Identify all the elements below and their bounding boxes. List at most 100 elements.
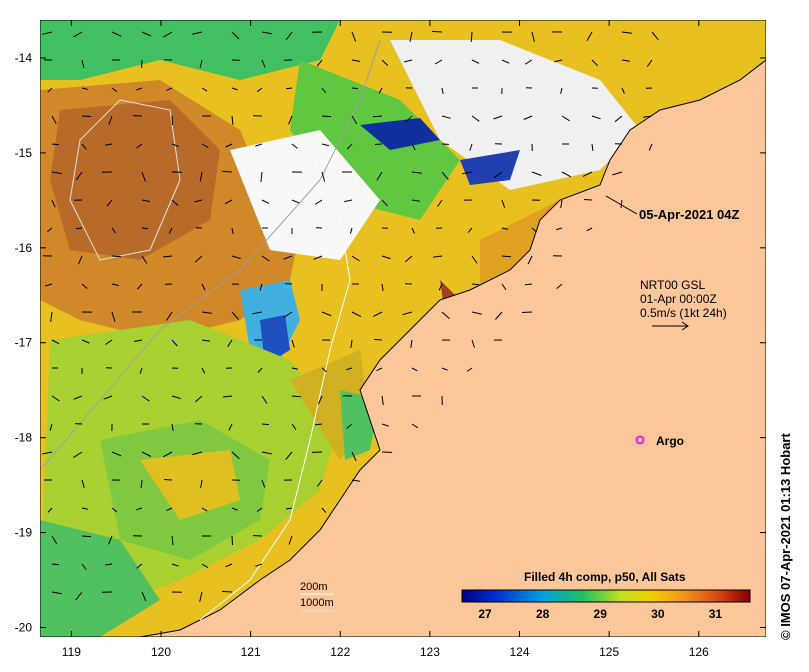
current-arrow [261, 199, 270, 205]
current-arrow [531, 227, 537, 233]
current-arrow [194, 255, 203, 263]
current-arrow [261, 479, 266, 488]
current-arrow [47, 227, 53, 233]
current-arrow [411, 227, 415, 234]
current-arrow [471, 255, 478, 264]
credit-label: © IMOS 07-Apr-2021 01:13 Hobart [778, 433, 793, 640]
current-arrow [556, 283, 563, 289]
lon-tick-label: 123 [420, 645, 440, 659]
lon-tick-label: 122 [330, 645, 350, 659]
current-arrow [141, 31, 152, 37]
current-arrow [51, 143, 59, 146]
current-arrow [81, 339, 90, 344]
sst-map [40, 20, 766, 637]
current-arrow [376, 171, 383, 181]
current-arrow [441, 87, 444, 94]
current-arrow [501, 227, 508, 230]
current-arrow [586, 227, 593, 232]
current-arrow [554, 59, 563, 63]
lon-tick-label: 125 [599, 645, 619, 659]
current-arrow [51, 199, 56, 208]
current-arrow [136, 507, 143, 511]
current-arrow [228, 423, 233, 431]
current-arrow [77, 255, 83, 265]
current-arrow [648, 143, 653, 151]
current-arrow [411, 367, 418, 372]
current-arrow [351, 255, 360, 262]
current-arrow [381, 423, 389, 427]
current-arrow [201, 339, 210, 342]
current-arrow [462, 171, 473, 175]
current-arrow [344, 199, 353, 203]
current-arrow [199, 59, 203, 68]
current-arrow [373, 339, 383, 341]
current-arrow [111, 31, 122, 37]
current-arrow [321, 115, 332, 118]
current-arrow [291, 143, 298, 149]
current-arrow [351, 311, 362, 318]
current-arrow [259, 283, 263, 291]
current-arrow [316, 59, 323, 67]
current-arrow [315, 199, 323, 205]
current-arrow [531, 171, 542, 176]
contour-1000m [69, 99, 181, 261]
current-arrow [556, 227, 563, 231]
current-arrow [431, 30, 443, 33]
current-arrow [527, 255, 533, 265]
current-arrow [108, 115, 113, 125]
current-arrow [134, 339, 143, 342]
current-arrow [285, 451, 293, 461]
current-arrow [225, 143, 233, 148]
current-arrow [224, 199, 233, 205]
current-arrow [285, 31, 293, 41]
current-arrow [351, 115, 358, 124]
current-arrow [374, 143, 383, 145]
current-arrow [283, 255, 293, 260]
current-arrow [166, 311, 173, 321]
current-arrow [256, 507, 263, 512]
lon-tick-label: 120 [151, 645, 171, 659]
lat-tick-label: -17 [15, 336, 33, 350]
current-arrow [225, 563, 233, 568]
current-arrow [199, 591, 203, 602]
current-arrow [441, 115, 451, 119]
current-arrow [171, 423, 174, 431]
current-arrow [231, 115, 234, 125]
current-arrow [261, 451, 272, 455]
current-arrow [171, 563, 179, 567]
current-arrow [591, 115, 601, 120]
current-arrow [351, 87, 359, 90]
current-arrow [201, 143, 209, 148]
current-arrow [141, 227, 149, 230]
current-arrow [404, 255, 413, 263]
current-arrow [81, 563, 87, 570]
current-arrow [470, 31, 473, 43]
current-arrow [231, 311, 239, 320]
current-arrow [381, 283, 384, 291]
current-arrow [501, 59, 510, 64]
current-arrow [521, 311, 533, 313]
current-arrow [45, 283, 53, 287]
lat-tick-label: -16 [15, 241, 33, 255]
current-arrow [372, 311, 383, 318]
current-arrow [139, 367, 143, 374]
current-arrow [140, 479, 143, 489]
current-arrow [201, 283, 206, 291]
current-arrow [106, 199, 113, 207]
current-arrow [111, 311, 116, 322]
current-arrow [163, 255, 173, 258]
current-arrow [350, 339, 353, 348]
current-arrow [372, 115, 383, 118]
current-arrow [171, 339, 178, 347]
current-arrow [47, 507, 53, 513]
current-arrow [523, 115, 533, 120]
current-arrow [501, 283, 507, 291]
current-arrow [111, 451, 122, 457]
current-arrow [141, 255, 148, 264]
current-arrow [346, 423, 353, 429]
current-arrow [261, 395, 268, 404]
lon-tick-label: 119 [62, 645, 81, 659]
current-arrow [381, 199, 388, 207]
current-arrow [162, 451, 173, 458]
current-arrow [561, 115, 570, 122]
